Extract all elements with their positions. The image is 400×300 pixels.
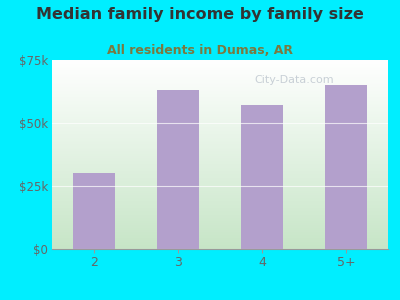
Text: All residents in Dumas, AR: All residents in Dumas, AR (107, 44, 293, 56)
Bar (241, 105, 283, 249)
Bar (157, 90, 199, 249)
Text: City-Data.com: City-Data.com (254, 75, 334, 85)
Text: Median family income by family size: Median family income by family size (36, 8, 364, 22)
Bar (73, 173, 115, 249)
Bar (325, 85, 367, 249)
